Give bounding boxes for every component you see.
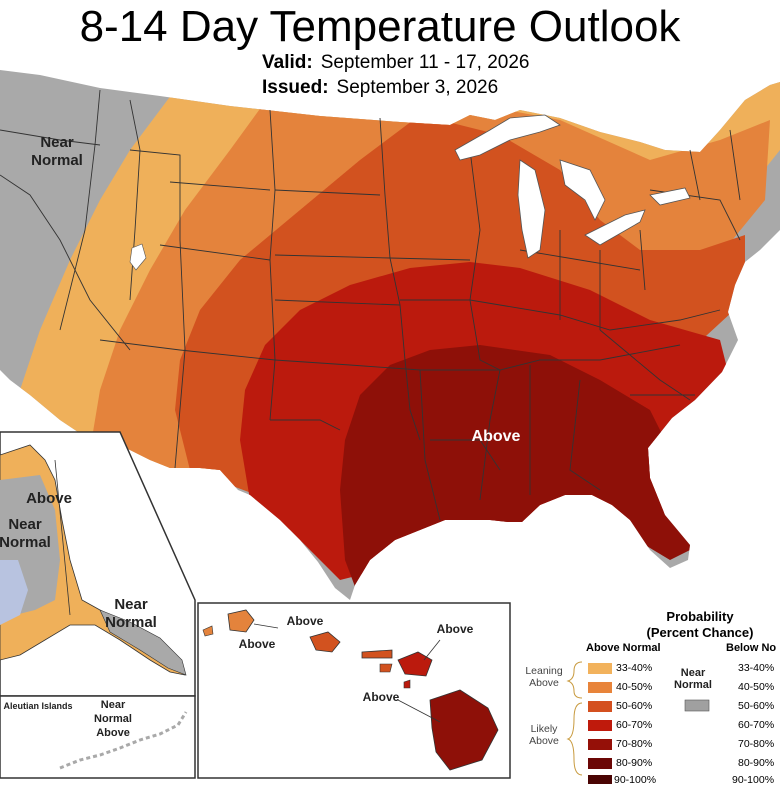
big-island — [429, 689, 499, 771]
lake-erie — [584, 209, 646, 246]
legend-above-swatch-4 — [588, 739, 612, 750]
legend-above-swatch-2 — [588, 701, 612, 712]
legend-above-pct-2: 50-60% — [616, 700, 653, 712]
legend-above-pct-4: 70-80% — [616, 738, 653, 750]
conus-near-normal-label: Near Normal — [31, 134, 83, 169]
aleutian-near-normal-above-label: Near Normal Above — [94, 699, 132, 739]
issued-date: September 3, 2026 — [336, 77, 499, 98]
aleutian-inset — [0, 695, 196, 779]
near-normal-swatch — [684, 699, 710, 712]
legend-title-line1: Probability — [666, 609, 734, 624]
hawaii-big-island-label: Above — [362, 690, 400, 704]
state-boundaries — [0, 89, 741, 521]
niihau — [202, 625, 214, 637]
lake-michigan — [517, 159, 546, 259]
great-salt-lake — [129, 243, 147, 271]
legend-above-pct-6: 90-100% — [614, 774, 657, 786]
great-lakes — [454, 114, 691, 259]
legend-above-swatch-0 — [588, 663, 612, 674]
legend-below-pct-0: 33-40% — [738, 662, 775, 674]
molokai — [361, 649, 393, 659]
legend-brackets — [566, 661, 583, 776]
legend-above-pct-3: 60-70% — [616, 719, 653, 731]
kauai — [227, 609, 255, 633]
hawaii-inset — [197, 602, 511, 779]
legend-below-pct-3: 60-70% — [738, 719, 775, 731]
legend-below-header: Below No — [726, 642, 777, 654]
lake-ontario — [649, 187, 691, 206]
kahoolawe — [403, 679, 411, 689]
legend-above-swatch-3 — [588, 720, 612, 731]
legend-below-pct-5: 80-90% — [738, 757, 775, 769]
legend-title-line2: (Percent Chance) — [646, 625, 754, 640]
legend-near-normal-label: Near Normal — [674, 667, 712, 691]
alaska-inset — [0, 431, 196, 697]
legend-above-pct-5: 80-90% — [616, 757, 653, 769]
hawaii-kauai-label: Above — [286, 614, 324, 628]
lake-superior — [454, 114, 561, 161]
valid-dates-line: Valid: September 11 - 17, 2026 — [262, 52, 529, 74]
legend-above-swatch-1 — [588, 682, 612, 693]
legend-above-pct-1: 40-50% — [616, 681, 653, 693]
legend-below-pct-1: 40-50% — [738, 681, 775, 693]
issued-date-line: Issued: September 3, 2026 — [262, 77, 498, 99]
hawaii-maui-label: Above — [436, 622, 474, 636]
alaska-panhandle — [99, 609, 187, 676]
lanai — [379, 663, 393, 673]
legend-above-header: Above Normal — [586, 642, 661, 654]
alaska-below-region — [0, 560, 28, 625]
legend-above-pct-0: 33-40% — [616, 662, 653, 674]
legend-below-pct-2: 50-60% — [738, 700, 775, 712]
maui — [397, 651, 433, 677]
valid-dates: September 11 - 17, 2026 — [320, 52, 530, 73]
legend-likely-label: Likely Above — [529, 723, 559, 747]
alaska-near-normal-west-label: Near Normal — [0, 516, 51, 551]
lake-huron — [559, 159, 606, 221]
alaska-above-label: Above — [26, 490, 72, 507]
oahu — [309, 631, 341, 653]
page-title: 8-14 Day Temperature Outlook — [79, 2, 681, 51]
legend-above-swatch-5 — [588, 758, 612, 769]
probability-legend: Probability (Percent Chance) Above Norma… — [520, 605, 780, 786]
legend-leaning-label: Leaning Above — [525, 665, 563, 689]
alaska-near-normal-south-label: Near Normal — [105, 596, 157, 631]
aleutian-islands-label: Aleutian Islands — [3, 701, 73, 711]
issued-label: Issued: — [262, 77, 329, 98]
legend-below-pct-6: 90-100% — [732, 774, 775, 786]
hawaii-oahu-label: Above — [238, 637, 276, 651]
legend-below-pct-4: 70-80% — [738, 738, 775, 750]
valid-label: Valid: — [262, 52, 313, 73]
conus-above-label: Above — [471, 428, 521, 445]
